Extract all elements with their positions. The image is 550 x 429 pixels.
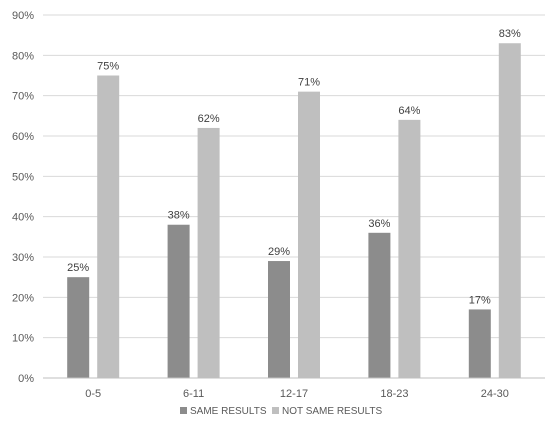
bar-not-same-results (197, 127, 220, 378)
bar-not-same-results (298, 91, 320, 378)
x-axis-tick-labels: 0-5 6-11 12-17 18-23 24-30 (85, 388, 509, 400)
bar-same-results (167, 224, 190, 378)
legend: SAME RESULTS NOT SAME RESULTS (180, 406, 383, 417)
data-label: 29% (268, 246, 290, 258)
gridlines (43, 14, 545, 339)
y-tick-label: 0% (18, 373, 34, 385)
x-tick-label: 24-30 (481, 388, 509, 400)
bar-same-results (368, 232, 391, 378)
data-label: 64% (398, 105, 420, 117)
data-label: 83% (499, 28, 521, 40)
legend-swatch-same-results (180, 407, 187, 414)
x-tick-label: 6-11 (183, 388, 204, 400)
x-tick-label: 12-17 (280, 388, 308, 400)
y-tick-label: 70% (12, 91, 34, 103)
legend-swatch-not-same-results (272, 407, 279, 414)
bars (67, 43, 521, 378)
data-label: 17% (469, 294, 491, 306)
data-label: 38% (168, 210, 190, 222)
y-tick-label: 30% (12, 252, 34, 264)
bar-not-same-results (97, 75, 120, 378)
x-tick-label: 18-23 (380, 388, 408, 400)
y-tick-label: 60% (12, 131, 34, 143)
data-label: 75% (97, 61, 119, 73)
y-tick-label: 10% (12, 333, 34, 345)
x-tick-label: 0-5 (85, 388, 101, 400)
y-tick-label: 90% (12, 10, 34, 22)
data-label: 36% (368, 218, 390, 230)
data-label: 71% (298, 77, 320, 89)
bar-same-results (268, 261, 290, 378)
bar-not-same-results (498, 43, 521, 378)
data-label: 25% (67, 262, 89, 274)
legend-label-not-same-results: NOT SAME RESULTS (282, 406, 383, 417)
bar-not-same-results (398, 119, 421, 378)
bar-same-results (468, 309, 491, 378)
y-tick-label: 20% (12, 292, 34, 304)
y-tick-label: 40% (12, 212, 34, 224)
y-axis-tick-labels: 0% 10% 20% 30% 40% 50% 60% 70% 80% 90% (12, 10, 34, 385)
data-labels: 25% 75% 38% 62% 29% 71% 36% 64% 17% 83% (67, 28, 521, 306)
bar-same-results (67, 277, 90, 378)
y-tick-label: 50% (12, 171, 34, 183)
y-tick-label: 80% (12, 50, 34, 62)
legend-label-same-results: SAME RESULTS (190, 406, 267, 417)
data-label: 62% (198, 113, 220, 125)
